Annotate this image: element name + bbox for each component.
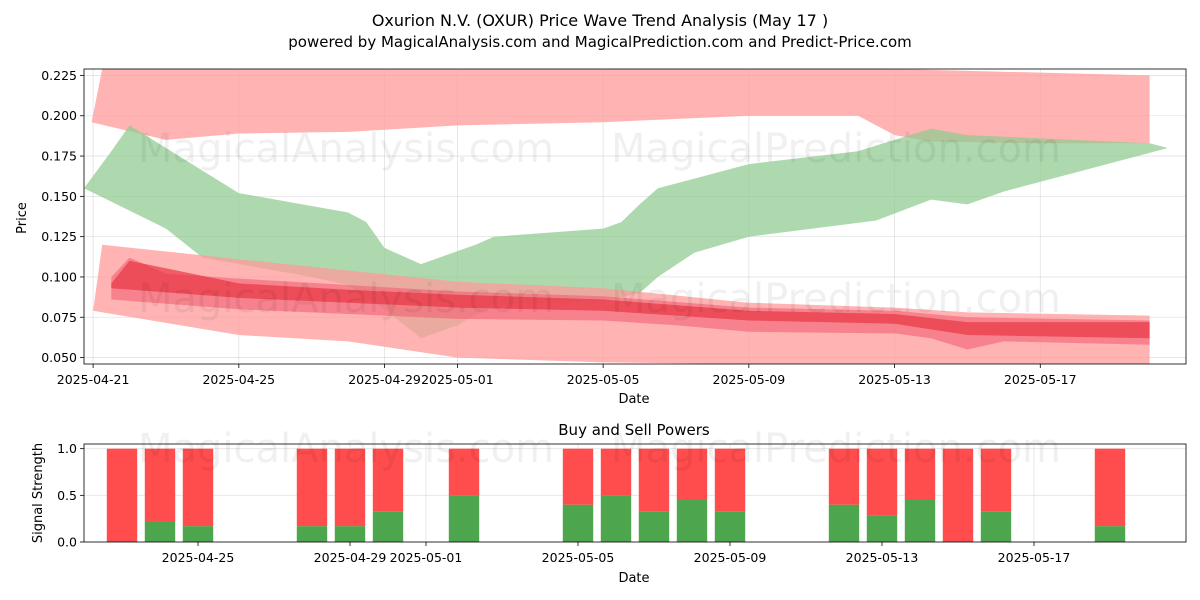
buy-bar bbox=[562, 504, 594, 542]
price-y-tick-label: 0.200 bbox=[41, 108, 77, 123]
buy-bar bbox=[638, 511, 670, 542]
sell-bar bbox=[714, 448, 746, 512]
price-x-tick-label: 2025-05-05 bbox=[567, 372, 640, 387]
sell-bar bbox=[448, 448, 480, 496]
price-wave-band-5 bbox=[111, 260, 1150, 339]
price-x-tick-label: 2025-05-09 bbox=[713, 372, 786, 387]
sell-bar bbox=[334, 448, 366, 527]
sell-bar bbox=[942, 448, 974, 542]
sell-bar bbox=[562, 448, 594, 505]
price-x-tick-label: 2025-04-25 bbox=[202, 372, 275, 387]
watermark-bottom-left: MagicalAnalysis.com bbox=[138, 426, 554, 472]
chart-subtitle: powered by MagicalAnalysis.com and Magic… bbox=[288, 33, 912, 51]
buy-bar bbox=[714, 511, 746, 542]
buy-bar bbox=[448, 495, 480, 542]
signal-bars bbox=[106, 448, 1126, 542]
buy-bar bbox=[334, 526, 366, 542]
watermark-top-left: MagicalAnalysis.com bbox=[138, 126, 554, 172]
signal-chart-panel: Buy and Sell Powers MagicalAnalysis.com … bbox=[31, 421, 1187, 586]
buy-bar bbox=[676, 500, 708, 542]
signal-plot-frame bbox=[83, 443, 1187, 543]
sell-bar bbox=[600, 448, 632, 496]
signal-x-tick-label: 2025-05-05 bbox=[542, 550, 615, 565]
signal-x-tick-label: 2025-05-13 bbox=[846, 550, 919, 565]
sell-bar bbox=[372, 448, 404, 512]
buy-bar bbox=[828, 504, 860, 542]
signal-x-axis-label: Date bbox=[618, 571, 649, 586]
signal-x-tick-label: 2025-05-17 bbox=[998, 550, 1071, 565]
buy-bar bbox=[1094, 526, 1126, 542]
sell-bar bbox=[144, 448, 176, 522]
watermark-top-right: MagicalPrediction.com bbox=[611, 126, 1061, 172]
price-y-tick-label: 0.075 bbox=[41, 310, 77, 325]
sell-bar bbox=[296, 448, 328, 527]
signal-y-axis-label: Signal Strength bbox=[31, 443, 46, 543]
signal-chart-title: Buy and Sell Powers bbox=[558, 421, 710, 439]
chart-title: Oxurion N.V. (OXUR) Price Wave Trend Ana… bbox=[372, 11, 828, 30]
sell-bar bbox=[1094, 448, 1126, 527]
price-bands bbox=[84, 69, 1168, 364]
buy-bar bbox=[296, 526, 328, 542]
price-y-tick-label: 0.050 bbox=[41, 350, 77, 365]
price-x-tick-label: 2025-05-13 bbox=[858, 372, 931, 387]
sell-bar bbox=[638, 448, 670, 512]
sell-bar bbox=[106, 448, 138, 542]
sell-bar bbox=[980, 448, 1012, 512]
watermark-mid-right: MagicalPrediction.com bbox=[611, 276, 1061, 322]
sell-bar bbox=[828, 448, 860, 505]
price-y-axis-label: Price bbox=[15, 202, 30, 234]
signal-axes: 0.0 0.5 1.0 2025-04-25 2025-04-29 2025-05-01 2… bbox=[57, 441, 1187, 565]
signal-x-tick-label: 2025-05-01 bbox=[390, 550, 463, 565]
sell-bar bbox=[866, 448, 898, 516]
watermark-mid-left: MagicalAnalysis.com bbox=[138, 276, 554, 322]
price-plot-frame bbox=[83, 68, 1187, 365]
sell-bar bbox=[904, 448, 936, 500]
price-x-tick-label: 2025-04-21 bbox=[57, 372, 130, 387]
signal-y-tick-label: 0.5 bbox=[57, 488, 77, 503]
price-x-tick-label: 2025-05-17 bbox=[1004, 372, 1077, 387]
price-wave-band-1 bbox=[91, 69, 1150, 144]
price-y-tick-label: 0.175 bbox=[41, 149, 77, 164]
signal-x-tick-label: 2025-04-25 bbox=[162, 550, 235, 565]
sell-bar bbox=[182, 448, 214, 527]
buy-bar bbox=[182, 526, 214, 542]
price-axes: 0.050 0.075 0.100 0.125 0.150 0.175 0.200 0.225… bbox=[41, 68, 1187, 387]
price-y-tick-label: 0.100 bbox=[41, 269, 77, 284]
signal-y-tick-label: 0.0 bbox=[57, 535, 77, 550]
price-x-tick-label: 2025-04-29 bbox=[348, 372, 421, 387]
signal-y-tick-label: 1.0 bbox=[57, 441, 77, 456]
sell-bar bbox=[676, 448, 708, 500]
price-y-tick-label: 0.125 bbox=[41, 229, 77, 244]
price-y-tick-label: 0.150 bbox=[41, 189, 77, 204]
price-chart-panel: MagicalAnalysis.com MagicalPrediction.co… bbox=[15, 68, 1187, 407]
price-x-axis-label: Date bbox=[618, 392, 649, 407]
price-y-tick-label: 0.225 bbox=[41, 68, 77, 83]
buy-bar bbox=[600, 495, 632, 542]
buy-bar bbox=[144, 521, 176, 542]
price-x-tick-label: 2025-05-01 bbox=[421, 372, 494, 387]
signal-x-tick-label: 2025-05-09 bbox=[694, 550, 767, 565]
buy-bar bbox=[980, 511, 1012, 542]
buy-bar bbox=[372, 511, 404, 542]
buy-bar bbox=[904, 500, 936, 542]
signal-x-tick-label: 2025-04-29 bbox=[314, 550, 387, 565]
buy-bar bbox=[866, 515, 898, 542]
watermark-bottom-right: MagicalPrediction.com bbox=[611, 426, 1061, 472]
